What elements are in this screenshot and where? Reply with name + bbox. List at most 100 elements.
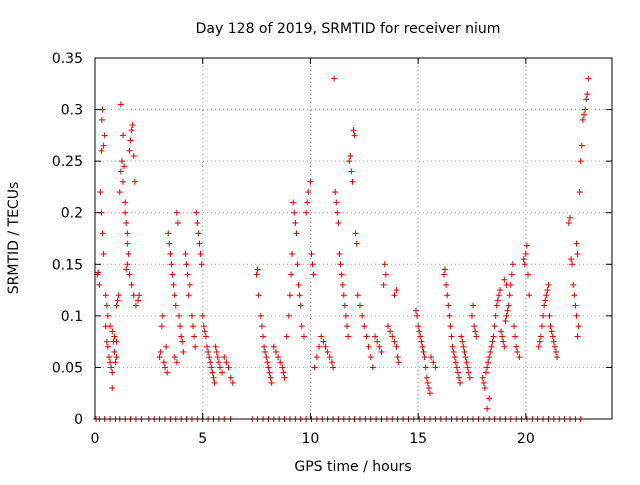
data-point — [516, 354, 523, 361]
data-point — [178, 333, 185, 340]
data-point — [454, 369, 461, 376]
y-tick-label: 0.25 — [52, 154, 83, 170]
data-point — [352, 230, 359, 237]
data-point — [463, 359, 470, 366]
data-point — [104, 312, 111, 319]
data-point — [336, 250, 343, 257]
data-point — [472, 328, 479, 335]
data-point — [464, 364, 471, 371]
data-point — [291, 209, 298, 216]
data-point — [225, 364, 232, 371]
data-point — [268, 379, 275, 386]
data-point — [442, 266, 449, 273]
data-point — [489, 338, 496, 345]
data-point — [574, 333, 581, 340]
data-point — [120, 132, 127, 139]
data-point — [367, 354, 374, 361]
data-point — [122, 209, 129, 216]
data-point — [334, 209, 341, 216]
data-point — [173, 359, 180, 366]
data-point — [490, 333, 497, 340]
data-point — [223, 359, 230, 366]
data-point — [522, 250, 529, 257]
data-point — [573, 240, 580, 247]
data-point — [500, 338, 507, 345]
data-point — [107, 359, 114, 366]
data-point — [196, 240, 203, 247]
data-point — [571, 292, 578, 299]
data-point — [378, 348, 385, 355]
data-point — [126, 271, 133, 278]
data-point — [216, 364, 223, 371]
data-point — [486, 395, 493, 402]
data-point — [565, 220, 572, 227]
data-point — [341, 302, 348, 309]
data-point — [354, 292, 361, 299]
data-point — [566, 214, 573, 221]
data-point — [503, 312, 510, 319]
data-point — [124, 261, 131, 268]
data-point — [96, 281, 103, 288]
axis-ticks: 0 5 10 15 20 0 0.05 0.1 0.15 0.2 0.25 0.3 0.35 — [52, 51, 612, 447]
data-point — [117, 168, 124, 175]
data-point — [537, 333, 544, 340]
y-tick-label: 0.35 — [52, 51, 83, 67]
data-point — [304, 199, 311, 206]
data-point — [337, 261, 344, 268]
data-point — [572, 302, 579, 309]
data-point — [193, 209, 200, 216]
data-point — [165, 230, 172, 237]
data-point — [190, 323, 197, 330]
data-point — [106, 354, 113, 361]
data-point — [275, 354, 282, 361]
data-point — [199, 312, 206, 319]
data-point — [351, 132, 358, 139]
data-point — [547, 323, 554, 330]
x-axis-label: GPS time / hours — [294, 459, 411, 475]
data-point — [389, 333, 396, 340]
chart-title: Day 128 of 2019, SRMTID for receiver niu… — [196, 21, 501, 37]
data-point — [109, 328, 116, 335]
data-point — [448, 333, 455, 340]
data-point — [99, 230, 106, 237]
data-point — [130, 292, 137, 299]
data-point — [102, 292, 109, 299]
data-point — [395, 359, 402, 366]
data-point — [416, 328, 423, 335]
data-point — [113, 354, 120, 361]
y-tick-label: 0.15 — [52, 257, 83, 273]
data-point — [419, 343, 426, 350]
data-point — [330, 364, 337, 371]
data-point — [520, 256, 527, 263]
data-point — [468, 312, 475, 319]
data-point — [107, 323, 114, 330]
data-point — [499, 333, 506, 340]
data-point — [113, 302, 120, 309]
data-point — [229, 379, 236, 386]
data-point — [288, 271, 295, 278]
data-point — [103, 338, 110, 345]
data-point — [265, 364, 272, 371]
data-point — [186, 281, 193, 288]
data-point — [347, 152, 354, 159]
data-point — [197, 250, 204, 257]
data-point — [502, 318, 509, 325]
data-point — [544, 287, 551, 294]
data-point — [298, 323, 305, 330]
data-point — [280, 369, 287, 376]
data-point — [221, 354, 228, 361]
data-point — [444, 292, 451, 299]
data-point — [414, 312, 421, 319]
data-point — [568, 256, 575, 263]
data-point — [461, 348, 468, 355]
data-point — [577, 158, 584, 165]
data-point — [123, 266, 130, 273]
data-point — [393, 287, 400, 294]
data-point — [281, 374, 288, 381]
data-point — [103, 302, 110, 309]
data-point — [521, 261, 528, 268]
data-point — [339, 281, 346, 288]
data-point — [460, 343, 467, 350]
data-point — [267, 374, 274, 381]
